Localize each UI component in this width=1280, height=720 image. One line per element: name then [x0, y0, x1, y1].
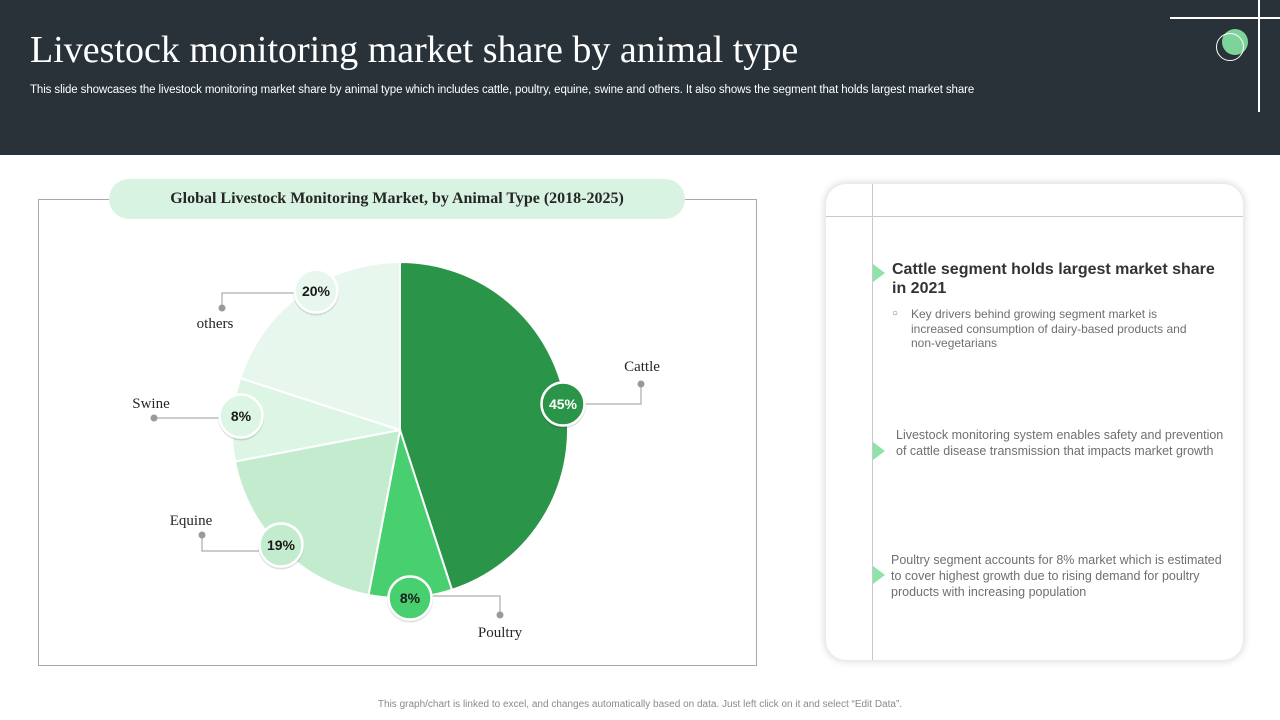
- insight-bullet-text: Key drivers behind growing segment marke…: [911, 307, 1187, 350]
- category-label-equine: Equine: [170, 513, 213, 529]
- panel-divider-horizontal: [826, 216, 1243, 217]
- point-marker-icon: [873, 264, 885, 282]
- data-label-others: 20%: [302, 283, 331, 299]
- leader-line-equine: [201, 535, 260, 552]
- footnote: This graph/chart is linked to excel, and…: [377, 699, 903, 710]
- leader-dot-cattle: [637, 380, 645, 388]
- insight-point-3: Poultry segment accounts for 8% market w…: [891, 553, 1222, 599]
- category-label-swine: Swine: [132, 396, 170, 412]
- insights-panel: Cattle segment holds largest market shar…: [826, 184, 1243, 660]
- decorative-ring-icon: [1216, 33, 1244, 61]
- badge-circle-others: [293, 268, 339, 314]
- category-label-others: others: [197, 316, 234, 332]
- point-marker-icon: [873, 566, 885, 584]
- data-label-cattle: 45%: [549, 396, 578, 412]
- header-bar: Livestock monitoring market share by ani…: [0, 0, 1280, 155]
- point-marker-icon: [873, 442, 885, 460]
- leader-dot-poultry: [496, 611, 504, 619]
- badge-circle-cattle: [540, 381, 586, 427]
- category-label-cattle: Cattle: [624, 359, 660, 375]
- decorative-vertical-line: [1258, 0, 1260, 112]
- data-label-swine: 8%: [231, 408, 252, 424]
- badge-circle-swine: [218, 393, 264, 439]
- leader-dot-others: [218, 304, 226, 312]
- badge-circle-poultry: [387, 575, 433, 621]
- insight-point-2: Livestock monitoring system enables safe…: [896, 428, 1224, 458]
- page-title: Livestock monitoring market share by ani…: [30, 29, 799, 71]
- insight-bullet: ○ Key drivers behind growing segment mar…: [892, 307, 1212, 351]
- bullet-circle-icon: ○: [892, 308, 899, 319]
- leader-dot-swine: [150, 414, 158, 422]
- leader-line-others: [221, 292, 295, 308]
- category-label-poultry: Poultry: [478, 625, 523, 641]
- leader-dot-equine: [198, 531, 206, 539]
- data-label-poultry: 8%: [400, 590, 421, 606]
- insight-heading: Cattle segment holds largest market shar…: [892, 261, 1215, 297]
- data-label-equine: 19%: [267, 537, 296, 553]
- leader-line-cattle: [584, 384, 642, 405]
- badge-circle-equine: [258, 522, 304, 568]
- panel-divider-vertical: [872, 184, 873, 660]
- page-subtitle: This slide showcases the livestock monit…: [30, 84, 975, 96]
- leader-line-poultry: [432, 595, 501, 615]
- chart-title: Global Livestock Monitoring Market, by A…: [109, 179, 685, 219]
- decorative-horizontal-line: [1170, 17, 1280, 19]
